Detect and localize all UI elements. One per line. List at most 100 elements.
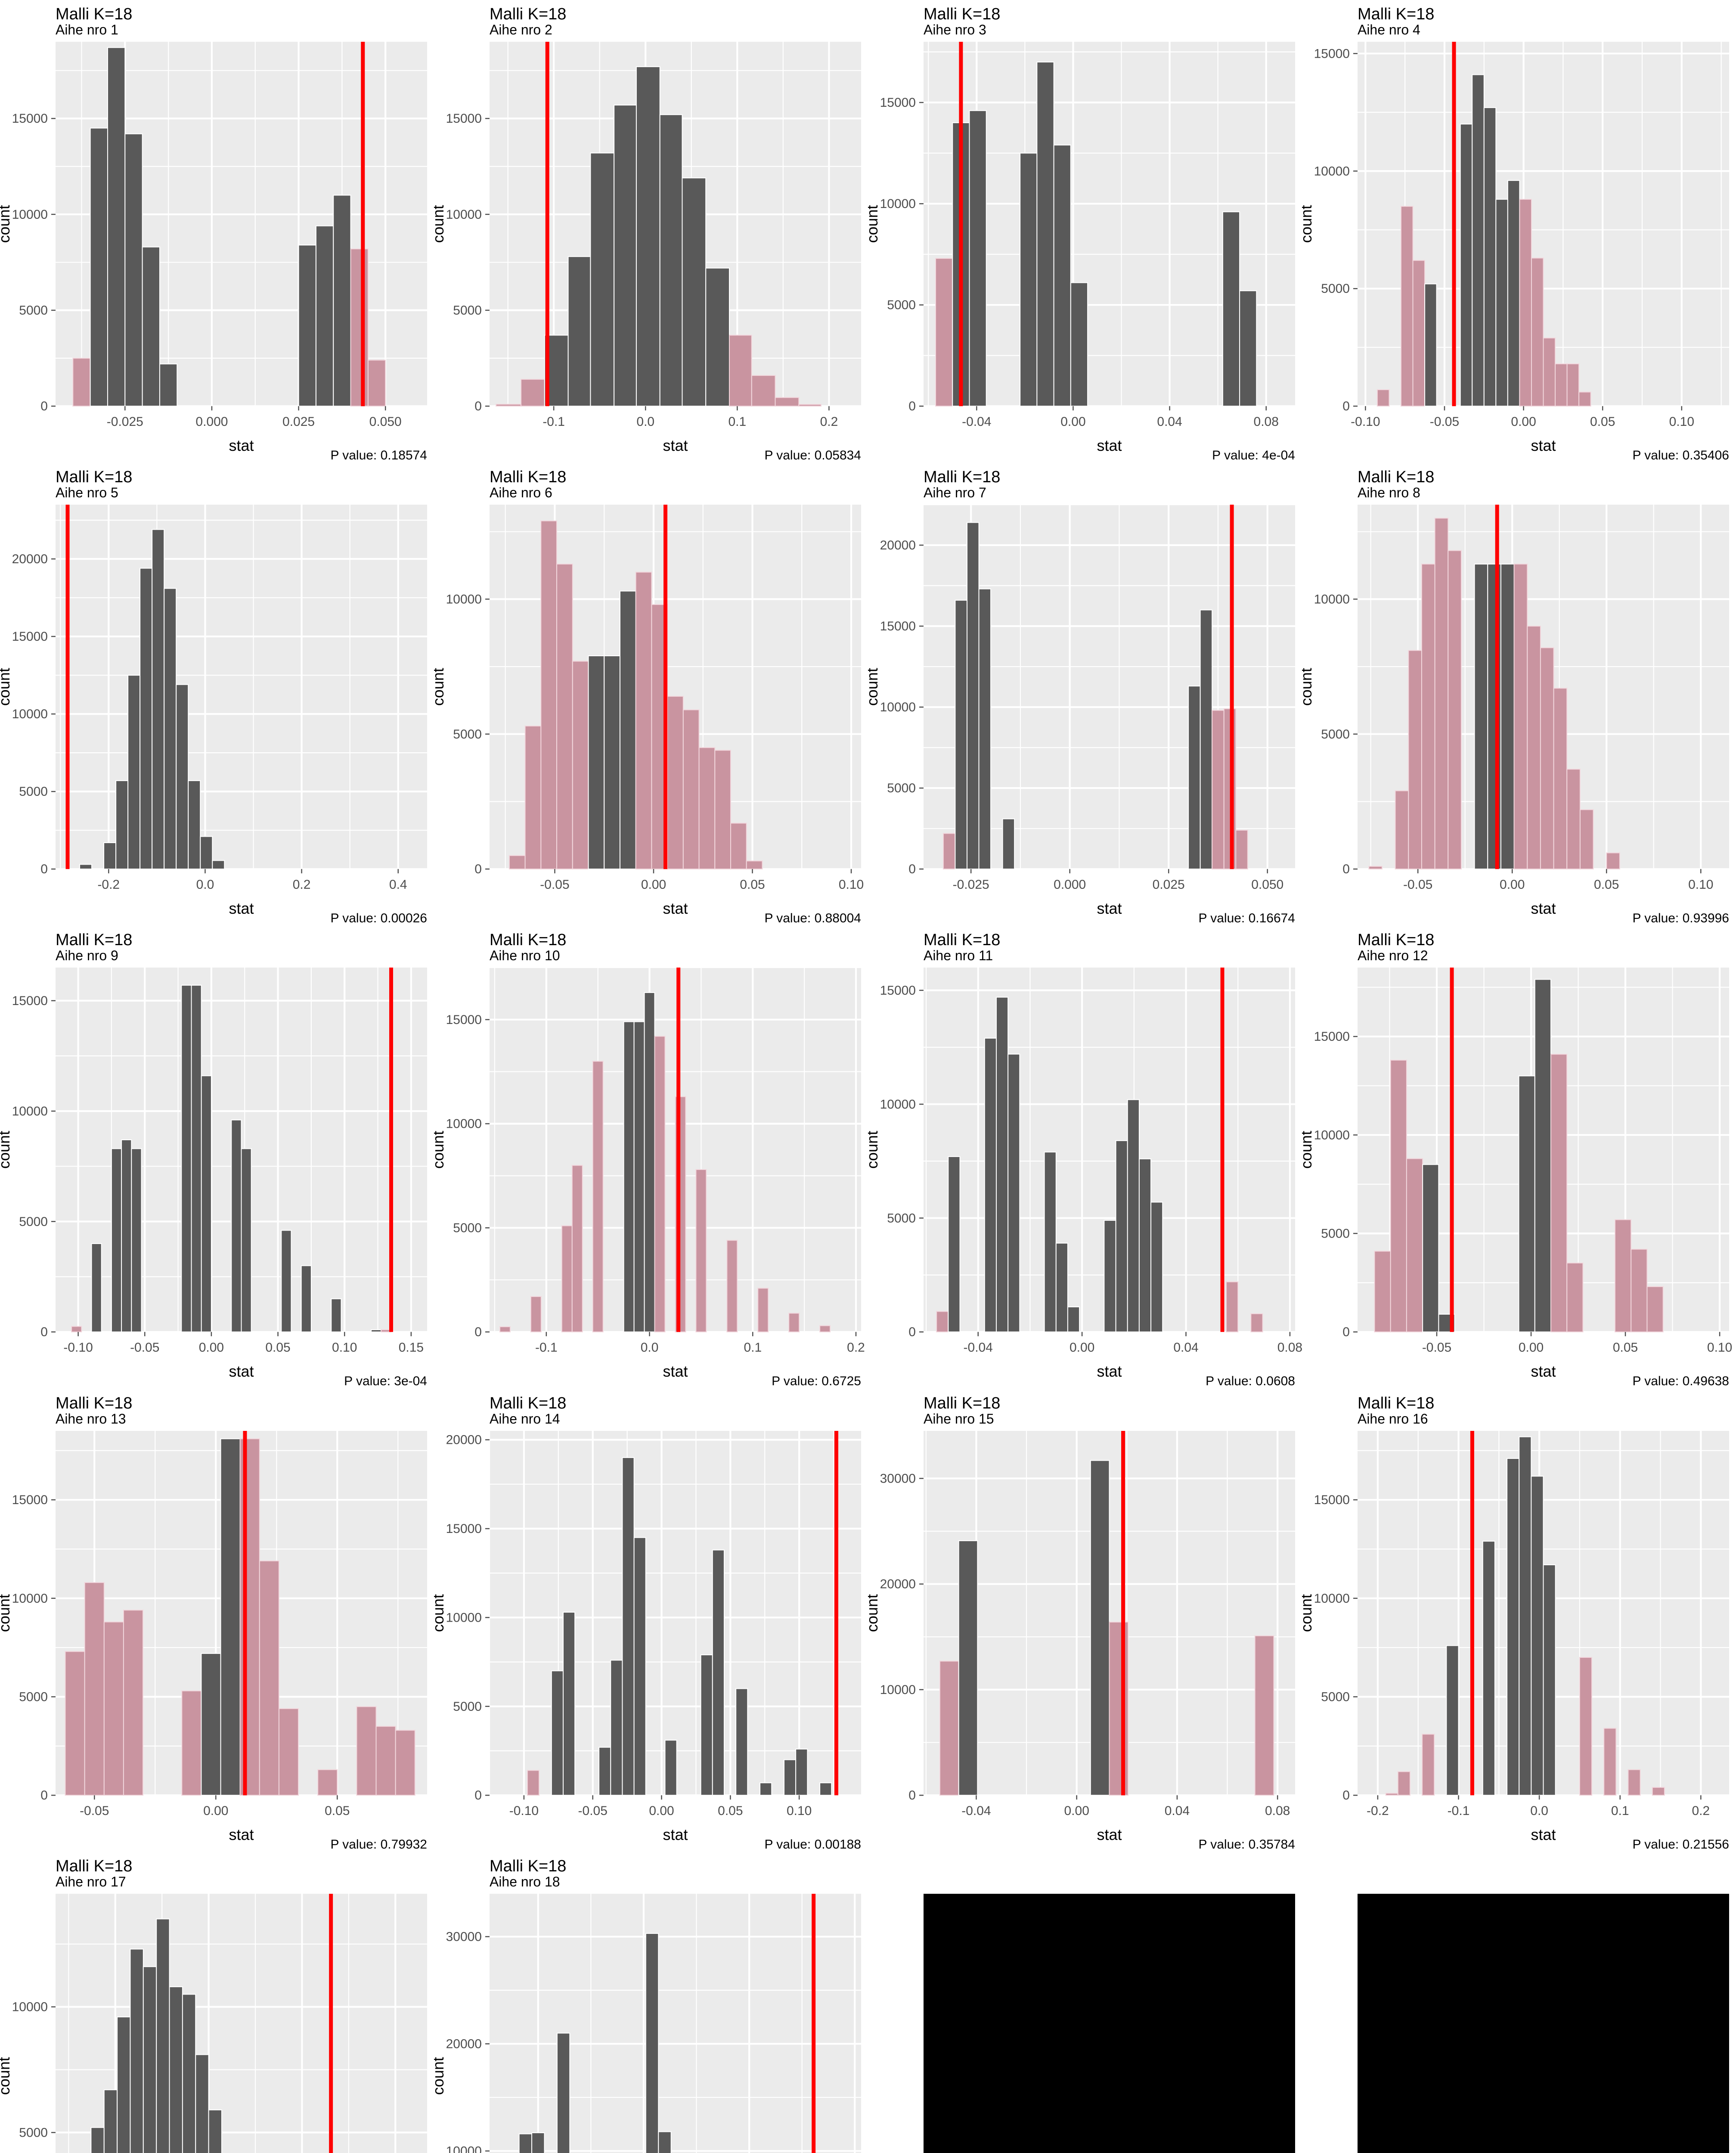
svg-text:Aihe nro 4: Aihe nro 4 [1358, 22, 1420, 37]
svg-text:0.10: 0.10 [839, 878, 864, 892]
svg-text:10000: 10000 [446, 1117, 482, 1131]
svg-text:0.2: 0.2 [847, 1341, 865, 1355]
svg-text:-0.10: -0.10 [509, 1804, 539, 1818]
svg-text:5000: 5000 [19, 2125, 48, 2140]
svg-text:Malli K=18: Malli K=18 [56, 931, 132, 949]
svg-text:15000: 15000 [12, 630, 48, 644]
svg-text:stat: stat [1097, 1826, 1122, 1843]
svg-text:0.2: 0.2 [293, 878, 311, 892]
svg-text:15000: 15000 [446, 1013, 482, 1027]
svg-text:-0.1: -0.1 [542, 415, 565, 429]
svg-text:5000: 5000 [453, 304, 482, 318]
svg-text:15000: 15000 [12, 994, 48, 1008]
svg-text:0.10: 0.10 [332, 1341, 357, 1355]
svg-text:count: count [0, 205, 13, 243]
svg-text:count: count [1302, 1594, 1315, 1632]
svg-text:-0.10: -0.10 [63, 1341, 93, 1355]
svg-text:Malli K=18: Malli K=18 [490, 1857, 566, 1875]
svg-text:Aihe nro 13: Aihe nro 13 [56, 1411, 126, 1427]
svg-text:stat: stat [1531, 900, 1556, 917]
svg-text:Aihe nro 7: Aihe nro 7 [924, 485, 986, 500]
svg-text:15000: 15000 [880, 96, 916, 110]
svg-text:10000: 10000 [12, 1104, 48, 1119]
svg-text:0.05: 0.05 [1590, 415, 1615, 429]
svg-text:Aihe nro 3: Aihe nro 3 [924, 22, 986, 37]
svg-text:stat: stat [229, 900, 254, 917]
svg-text:Aihe nro 17: Aihe nro 17 [56, 1874, 126, 1889]
svg-text:5000: 5000 [453, 1699, 482, 1713]
svg-text:10000: 10000 [1314, 593, 1350, 607]
svg-text:count: count [868, 1594, 881, 1632]
svg-text:-0.05: -0.05 [80, 1804, 109, 1818]
svg-text:-0.025: -0.025 [107, 415, 143, 429]
svg-text:count: count [434, 205, 447, 243]
svg-text:Malli K=18: Malli K=18 [1358, 468, 1434, 486]
svg-text:Malli K=18: Malli K=18 [924, 931, 1000, 949]
svg-text:stat: stat [663, 1363, 688, 1381]
svg-text:0: 0 [474, 399, 482, 413]
svg-text:0: 0 [474, 1325, 482, 1340]
svg-text:5000: 5000 [1321, 1690, 1350, 1704]
svg-text:P value: 0.35406: P value: 0.35406 [1632, 448, 1729, 462]
svg-text:-0.05: -0.05 [1430, 415, 1459, 429]
svg-text:0.10: 0.10 [1688, 878, 1713, 892]
svg-text:P value: 0.21556: P value: 0.21556 [1632, 1837, 1729, 1852]
svg-text:-0.025: -0.025 [953, 878, 989, 892]
svg-text:15000: 15000 [446, 112, 482, 126]
svg-text:P value: 0.79932: P value: 0.79932 [330, 1837, 427, 1852]
svg-text:P value: 0.16674: P value: 0.16674 [1198, 911, 1295, 925]
svg-text:stat: stat [1531, 1826, 1556, 1843]
svg-text:Malli K=18: Malli K=18 [1358, 1394, 1434, 1412]
svg-text:0: 0 [1342, 1325, 1350, 1340]
svg-text:20000: 20000 [446, 2037, 482, 2051]
svg-text:10000: 10000 [1314, 1591, 1350, 1605]
svg-text:20000: 20000 [446, 1433, 482, 1447]
svg-text:0.05: 0.05 [740, 878, 765, 892]
svg-text:count: count [1302, 1131, 1315, 1169]
svg-text:0.1: 0.1 [728, 415, 746, 429]
svg-text:Malli K=18: Malli K=18 [56, 5, 132, 23]
svg-text:-0.05: -0.05 [1422, 1341, 1451, 1355]
svg-text:Aihe nro 12: Aihe nro 12 [1358, 948, 1428, 963]
svg-text:0.00: 0.00 [649, 1804, 674, 1818]
svg-text:stat: stat [1097, 437, 1122, 454]
svg-text:Malli K=18: Malli K=18 [924, 5, 1000, 23]
svg-text:Aihe nro 10: Aihe nro 10 [490, 948, 560, 963]
svg-text:0.2: 0.2 [1692, 1804, 1710, 1818]
svg-text:5000: 5000 [1321, 727, 1350, 741]
svg-text:0.000: 0.000 [1054, 878, 1086, 892]
svg-text:0.00: 0.00 [1500, 878, 1525, 892]
svg-text:30000: 30000 [446, 1930, 482, 1944]
svg-text:-0.04: -0.04 [962, 415, 991, 429]
svg-text:0.00: 0.00 [203, 1804, 228, 1818]
svg-text:-0.1: -0.1 [1448, 1804, 1470, 1818]
svg-text:Aihe nro 1: Aihe nro 1 [56, 22, 118, 37]
svg-text:0: 0 [908, 862, 916, 876]
svg-text:Aihe nro 8: Aihe nro 8 [1358, 485, 1420, 500]
svg-text:0.0: 0.0 [636, 415, 654, 429]
svg-text:0.05: 0.05 [265, 1341, 290, 1355]
svg-text:0: 0 [40, 399, 48, 413]
svg-text:0.00: 0.00 [1060, 415, 1085, 429]
svg-text:10000: 10000 [880, 1683, 916, 1697]
svg-text:P value: 0.88004: P value: 0.88004 [764, 911, 861, 925]
svg-text:0.00: 0.00 [1511, 415, 1536, 429]
svg-text:count: count [868, 205, 881, 243]
svg-text:0.08: 0.08 [1277, 1341, 1302, 1355]
svg-text:5000: 5000 [453, 727, 482, 741]
svg-text:P value: 0.0608: P value: 0.0608 [1206, 1374, 1295, 1389]
svg-text:0.08: 0.08 [1265, 1804, 1290, 1818]
svg-text:0: 0 [474, 1788, 482, 1802]
svg-text:stat: stat [663, 1826, 688, 1843]
svg-text:-0.2: -0.2 [1367, 1804, 1389, 1818]
svg-text:15000: 15000 [1314, 47, 1350, 61]
svg-text:-0.10: -0.10 [1351, 415, 1380, 429]
svg-text:0.025: 0.025 [282, 415, 315, 429]
svg-text:10000: 10000 [880, 1098, 916, 1112]
svg-text:Malli K=18: Malli K=18 [490, 468, 566, 486]
svg-text:0.1: 0.1 [744, 1341, 762, 1355]
svg-text:stat: stat [229, 1826, 254, 1843]
svg-text:Malli K=18: Malli K=18 [56, 1394, 132, 1412]
svg-text:5000: 5000 [1321, 1227, 1350, 1241]
svg-text:15000: 15000 [12, 112, 48, 126]
